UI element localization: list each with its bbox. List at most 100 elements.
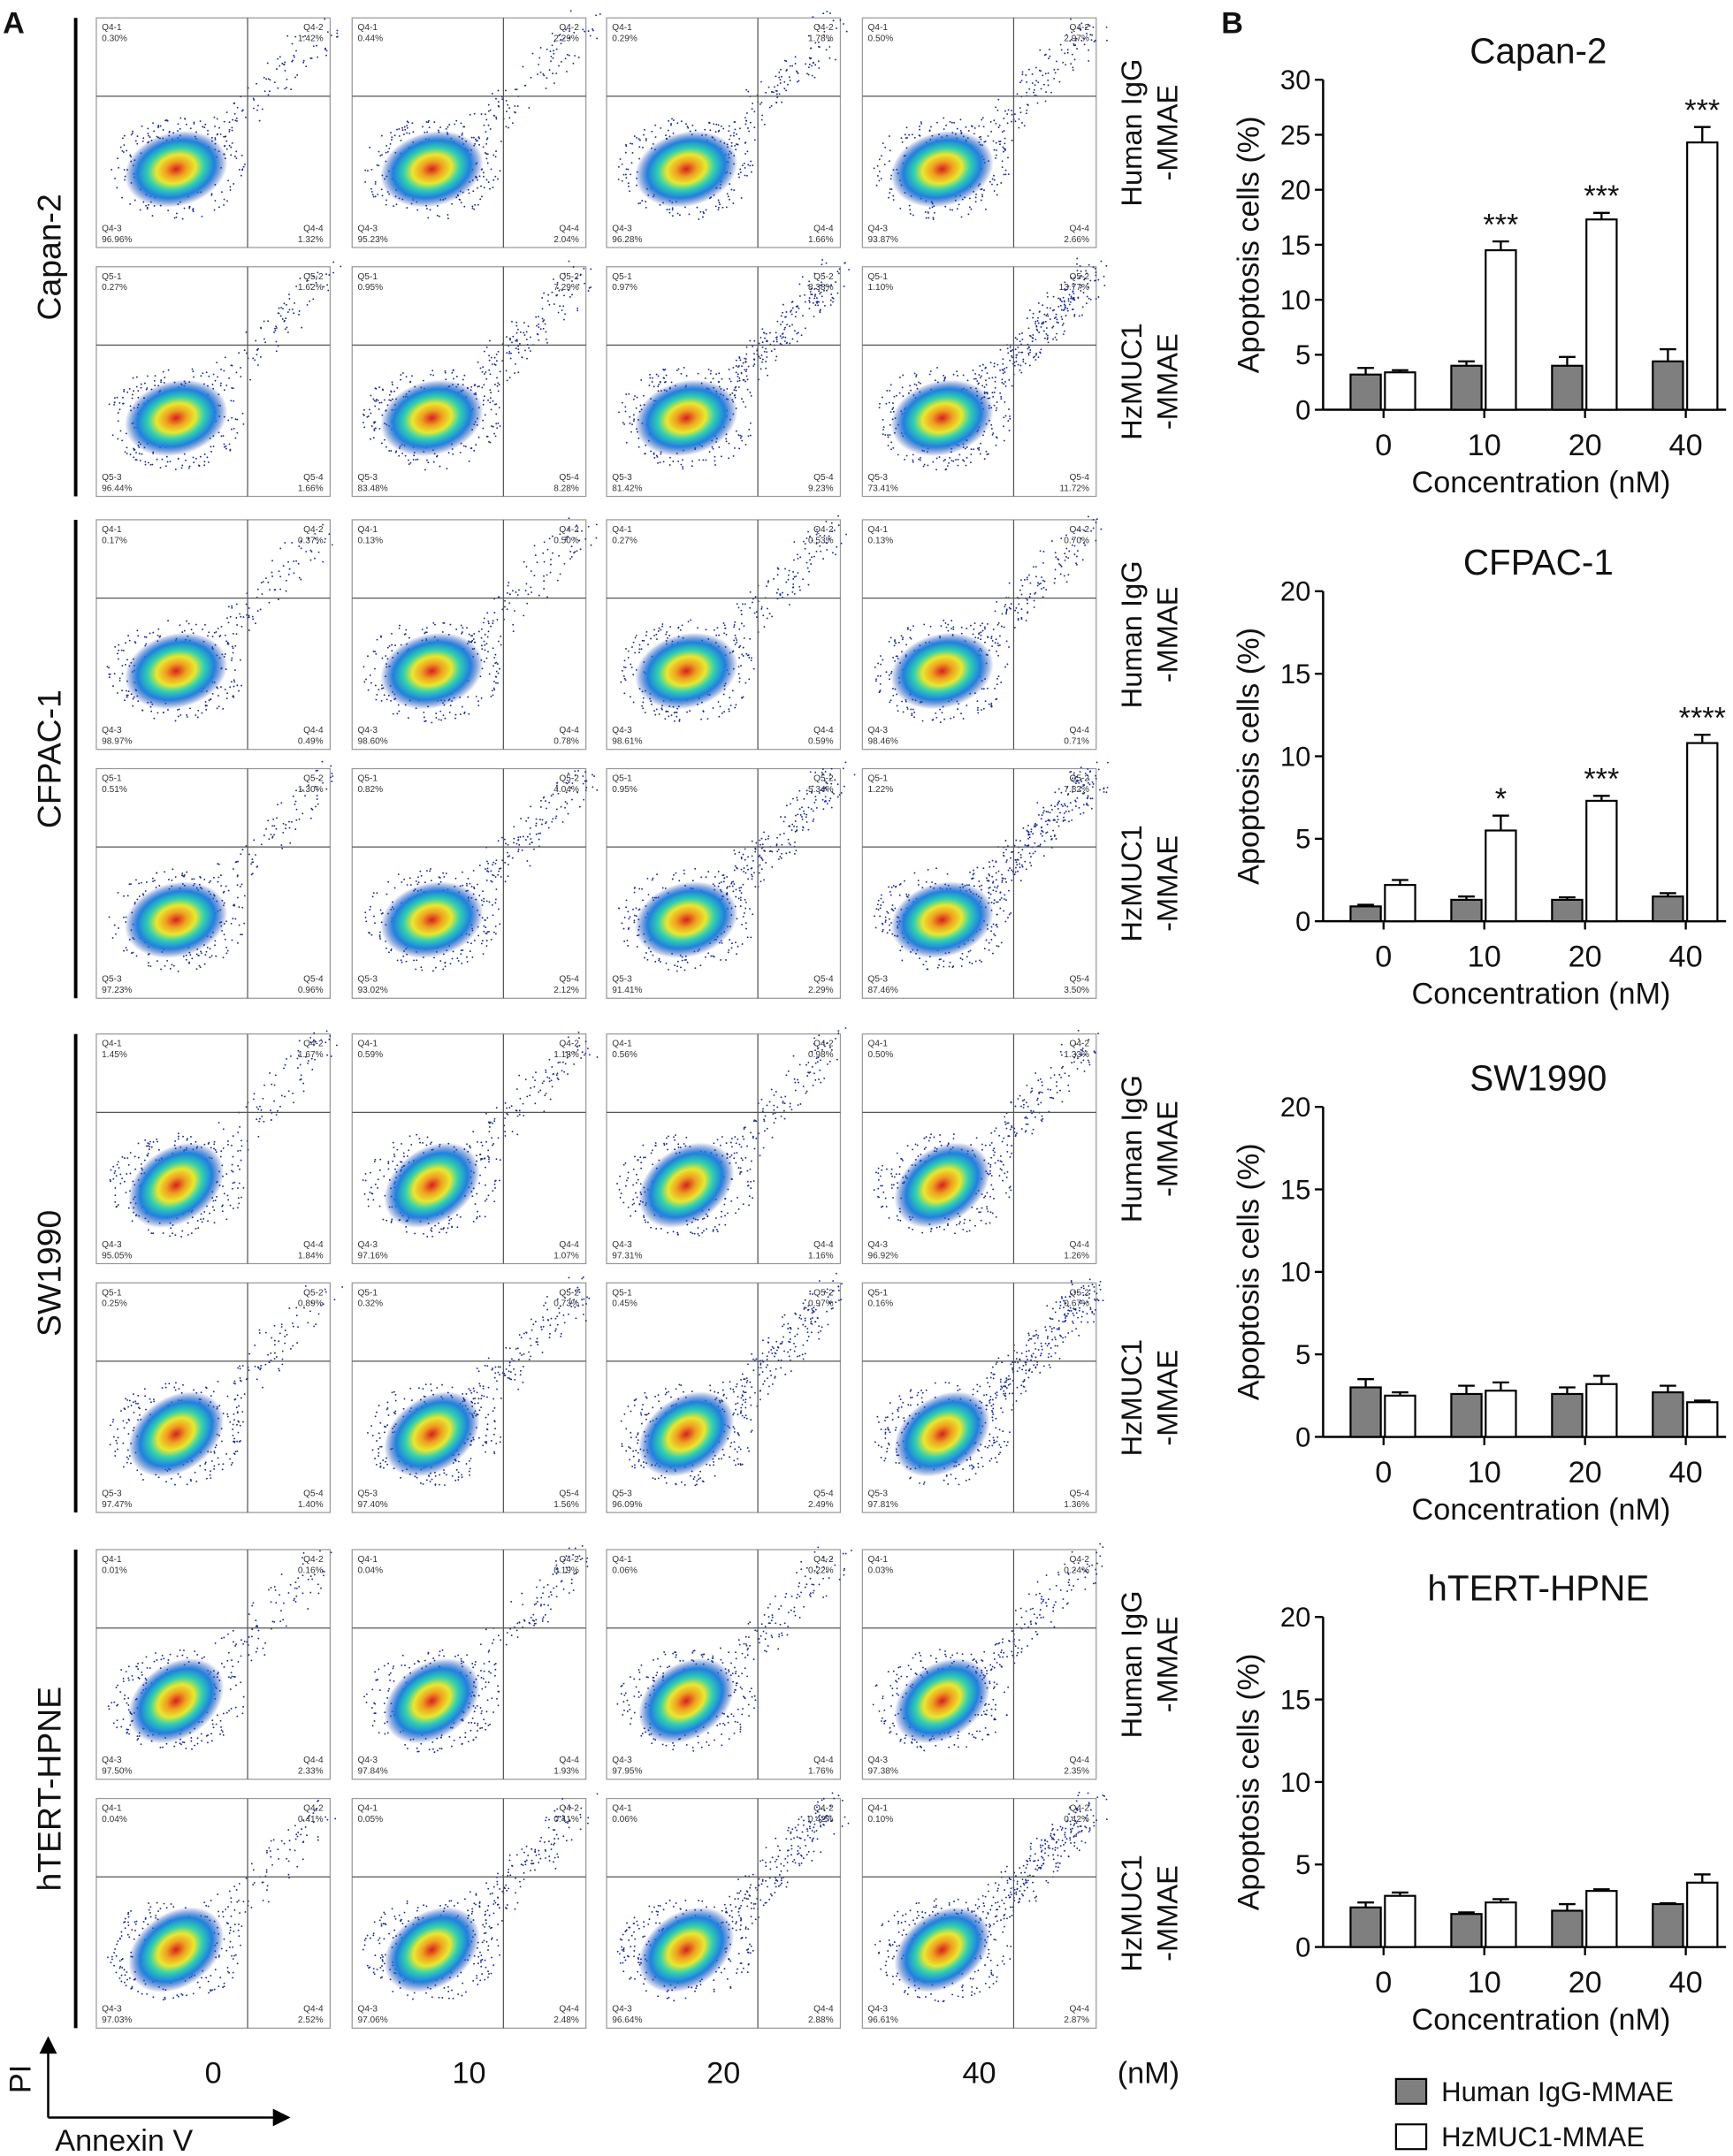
event-dot [480,697,483,699]
event-dot [704,377,706,379]
event-dot [378,164,380,167]
event-dot [569,551,572,552]
event-dot [229,615,232,618]
event-dot [162,129,164,131]
gate-name: Q4-1 [868,23,889,33]
event-dot [517,371,520,374]
event-dot [655,373,658,376]
event-dot [485,643,488,645]
event-dot [1019,340,1021,343]
event-dot [394,644,397,647]
event-dot [990,702,993,705]
event-dot [877,662,880,665]
event-dot [797,557,799,560]
event-dot [665,380,667,383]
event-dot [744,153,747,155]
event-dot [993,362,996,365]
event-dot [970,624,972,627]
event-dot [804,547,806,550]
event-dot [1070,18,1072,20]
event-dot [408,459,409,461]
gate-percent: 0.70% [1064,536,1089,545]
event-dot [671,207,674,210]
event-dot [539,47,542,49]
event-dot [765,367,767,369]
event-dot [1031,82,1034,84]
event-dot [1072,298,1074,301]
event-dot [1053,317,1056,319]
event-dot [761,346,764,348]
event-dot [203,126,206,129]
event-dot [1001,131,1004,133]
event-dot [995,149,997,151]
event-dot [326,284,329,286]
event-dot [631,142,634,145]
event-dot [530,586,532,589]
event-dot [889,434,891,436]
event-dot [664,369,667,370]
event-dot [1034,566,1037,568]
gate-name: Q5-1 [612,272,632,282]
event-dot [462,627,464,629]
event-dot [108,667,110,669]
event-dot [427,461,430,464]
event-dot [509,357,512,360]
event-dot [1046,334,1049,337]
event-dot [767,580,769,583]
event-dot [1001,369,1004,371]
event-dot [118,680,121,682]
event-dot [408,463,410,466]
event-dot [137,390,140,392]
event-dot [106,666,109,668]
event-dot [976,380,979,382]
event-dot [639,404,642,407]
event-dot [229,186,232,188]
event-dot [1086,32,1088,34]
event-dot [675,711,676,713]
event-dot [628,186,630,187]
event-dot [1062,333,1065,335]
event-dot [405,376,408,378]
event-dot [1005,613,1008,615]
gate-name: Q5-1 [868,272,889,282]
event-dot [506,379,508,382]
event-dot [1003,416,1005,419]
event-dot [123,134,126,137]
event-dot [935,469,937,471]
event-dot [996,407,998,409]
event-dot [153,717,156,720]
event-dot [943,377,946,380]
event-dot [1029,592,1032,595]
event-dot [976,709,979,712]
event-dot [279,65,281,67]
event-dot [750,171,752,173]
event-dot [994,380,996,383]
event-dot [411,122,414,125]
event-dot [220,626,223,628]
event-dot [219,385,222,387]
event-dot [474,641,477,644]
event-dot [760,606,763,608]
event-dot [1047,341,1050,344]
event-dot [111,168,113,171]
event-dot [226,692,229,695]
event-dot [804,327,806,330]
event-dot [744,380,746,383]
event-dot [1096,518,1098,521]
event-dot [118,166,120,169]
event-dot [119,146,122,149]
event-dot [253,99,256,101]
event-dot [137,635,140,637]
event-dot [518,342,521,345]
event-dot [294,35,297,38]
gate-name: Q5-2 [559,272,579,282]
event-dot [977,383,980,385]
event-dot [735,143,737,145]
event-dot [583,267,585,270]
event-dot [445,378,447,381]
event-dot [632,398,635,400]
event-dot [223,203,225,206]
event-dot [378,427,381,430]
event-dot [647,644,649,645]
event-dot [374,405,377,408]
